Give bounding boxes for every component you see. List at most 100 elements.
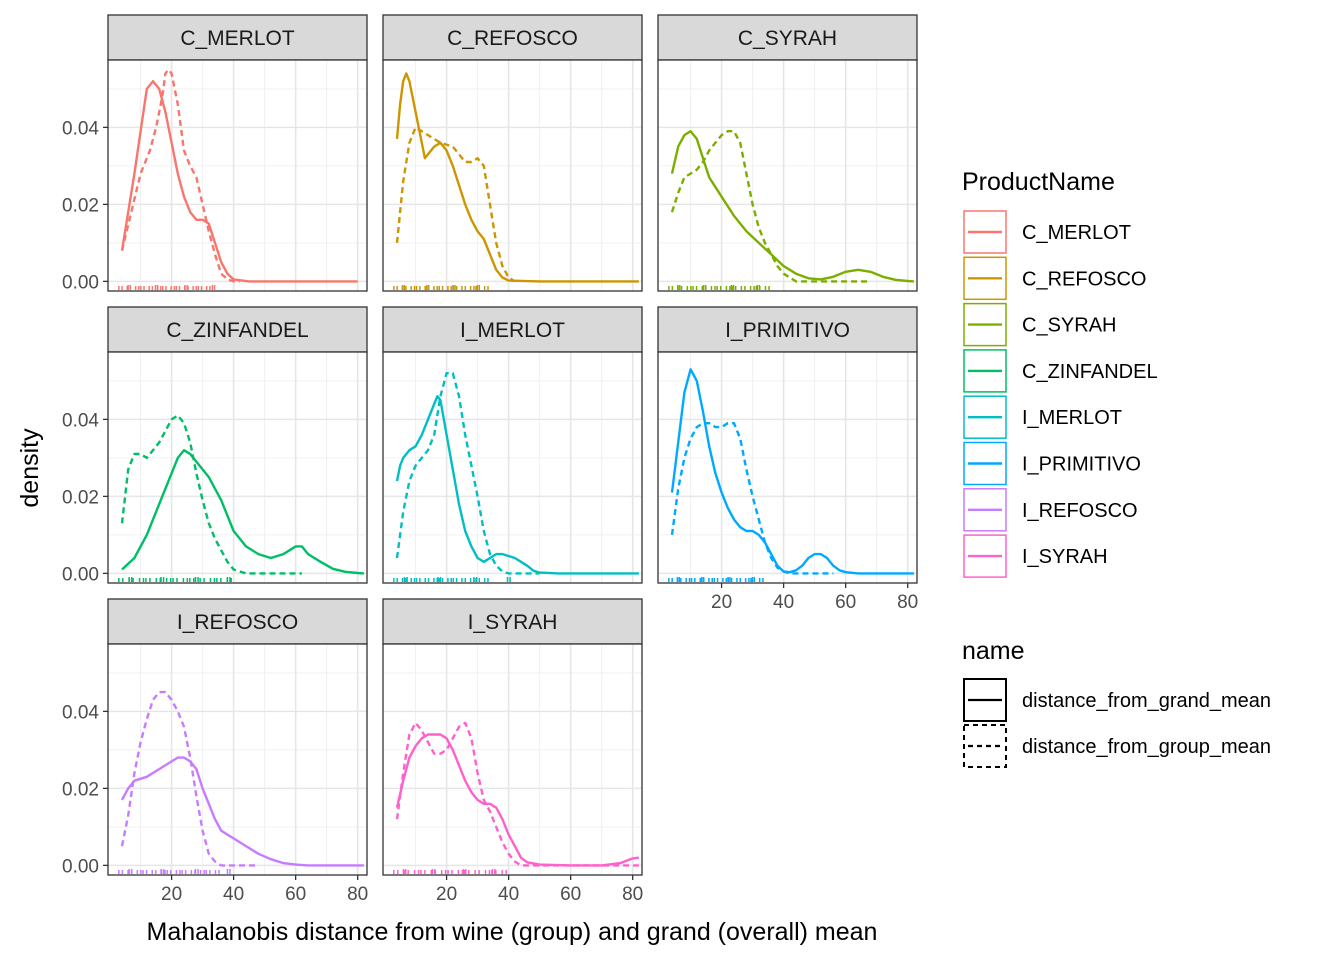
- panel-border: [107, 59, 368, 292]
- x-tick-label: 20: [161, 884, 182, 905]
- x-tick-label: 40: [498, 884, 519, 905]
- legend-title-name: name: [962, 637, 1025, 665]
- y-tick-label: 0.00: [62, 272, 99, 293]
- panel-border: [382, 351, 643, 584]
- legend-item-c-zinfandel: C_ZINFANDEL: [963, 349, 1158, 393]
- panel-i-primitivo: I_PRIMITIVO: [657, 306, 918, 584]
- panel-border: [657, 351, 918, 584]
- panel-border: [382, 643, 643, 876]
- series-line-group-i-refosco: [120, 690, 259, 867]
- series-line-grand-c-syrah: [670, 130, 914, 283]
- legend-item-c-refosco: C_REFOSCO: [963, 256, 1146, 301]
- y-tick-label: 0.00: [62, 856, 99, 877]
- legend-label-i-merlot: I_MERLOT: [1022, 407, 1122, 429]
- rug-i-refosco: [118, 869, 231, 874]
- strip-label-c-syrah: C_SYRAH: [738, 27, 837, 50]
- axes-layer: 0.00 0.02 0.04 0.00 0.02 0.04 20 40 60 80 0.00 0.02…: [62, 118, 918, 905]
- x-tick-label: 60: [560, 884, 581, 905]
- legend-item-c-merlot: C_MERLOT: [963, 210, 1131, 254]
- x-tick-label: 80: [622, 884, 643, 905]
- series-line-group-i-syrah: [395, 721, 639, 867]
- y-tick-label: 0.00: [62, 564, 99, 585]
- panel-c-zinfandel: C_ZINFANDEL: [107, 306, 368, 584]
- legend-label-solid: distance_from_grand_mean: [1022, 690, 1271, 712]
- legend-label-i-refosco: I_REFOSCO: [1022, 500, 1138, 522]
- x-tick-label: 60: [285, 884, 306, 905]
- panel-background: [108, 60, 367, 291]
- panel-background: [108, 352, 367, 583]
- rug-c-merlot: [118, 285, 216, 290]
- strip-label-c-zinfandel: C_ZINFANDEL: [166, 319, 308, 342]
- y-tick-label: 0.04: [62, 702, 99, 723]
- x-tick-label: 40: [773, 592, 794, 613]
- legend-name: name distance_from_grand_mean distance_fr…: [962, 637, 1271, 768]
- x-tick-label: 80: [347, 884, 368, 905]
- legend-item-i-merlot: I_MERLOT: [963, 395, 1122, 439]
- panel-background: [108, 644, 367, 875]
- panel-border: [657, 59, 918, 292]
- x-tick-label: 60: [835, 592, 856, 613]
- strip-label-i-merlot: I_MERLOT: [460, 319, 565, 342]
- y-tick-label: 0.04: [62, 118, 99, 139]
- legend-item-i-syrah: I_SYRAH: [963, 534, 1108, 578]
- panel-c-merlot: C_MERLOT: [107, 14, 368, 292]
- panel-border: [107, 643, 368, 876]
- strip-i-merlot: [382, 306, 643, 353]
- legend-label-i-syrah: I_SYRAH: [1022, 546, 1108, 568]
- series-line-grand-i-refosco: [120, 756, 364, 867]
- strip-label-i-primitivo: I_PRIMITIVO: [725, 319, 850, 342]
- strip-c-zinfandel: [107, 306, 368, 353]
- x-tick-label: 40: [223, 884, 244, 905]
- legend-label-c-syrah: C_SYRAH: [1022, 315, 1116, 337]
- legend-label-c-zinfandel: C_ZINFANDEL: [1022, 361, 1158, 383]
- legend-label-i-primitivo: I_PRIMITIVO: [1022, 454, 1141, 476]
- legend-item-c-syrah: C_SYRAH: [963, 302, 1116, 347]
- panel-i-syrah: I_SYRAH: [382, 598, 643, 876]
- panel-c-refosco: C_REFOSCO: [382, 14, 643, 292]
- panel-background: [383, 352, 642, 583]
- strip-c-syrah: [657, 14, 918, 61]
- legend-item-distance-from-grand-mean: distance_from_grand_mean: [963, 678, 1271, 722]
- color-legend-items: C_MERLOT C_REFOSCO C_SYRAH C_ZINFANDEL I_MER…: [963, 210, 1158, 578]
- strip-label-c-refosco: C_REFOSCO: [447, 27, 578, 50]
- rug-c-syrah: [668, 285, 770, 290]
- legend-productname: ProductName C_MERLOT C_REFOSCO C_SYRAH C_ZI…: [962, 168, 1158, 578]
- strip-label-i-refosco: I_REFOSCO: [177, 611, 298, 634]
- series-line-group-c-zinfandel: [120, 414, 302, 575]
- panel-background: [383, 60, 642, 291]
- series-line-grand-c-zinfandel: [121, 449, 364, 575]
- strip-i-primitivo: [657, 306, 918, 353]
- y-tick-label: 0.02: [62, 195, 99, 216]
- x-tick-label: 80: [897, 592, 918, 613]
- strip-c-refosco: [382, 14, 643, 61]
- strip-label-c-merlot: C_MERLOT: [180, 27, 295, 50]
- x-axis-title: Mahalanobis distance from wine (group) a…: [147, 918, 878, 946]
- legend-item-i-refosco: I_REFOSCO: [963, 488, 1138, 532]
- panel-background: [658, 60, 917, 291]
- panel-i-merlot: I_MERLOT: [382, 306, 643, 584]
- legend-label-c-merlot: C_MERLOT: [1022, 222, 1131, 244]
- strip-label-i-syrah: I_SYRAH: [468, 611, 558, 634]
- rug-i-merlot: [393, 577, 511, 582]
- panels-layer: C_MERLOT C_REFOSCO C_SYRAH C_ZINFANDEL I_MER…: [107, 14, 918, 876]
- series-line-group-i-merlot: [395, 372, 540, 575]
- y-tick-label: 0.02: [62, 779, 99, 800]
- strip-i-refosco: [107, 598, 368, 645]
- rug-c-zinfandel: [118, 577, 232, 582]
- rug-i-primitivo: [668, 577, 764, 582]
- strip-c-merlot: [107, 14, 368, 61]
- panel-background: [383, 644, 642, 875]
- legend-item-distance-from-group-mean: distance_from_group_mean: [963, 724, 1271, 768]
- y-tick-label: 0.02: [62, 487, 99, 508]
- panel-border: [382, 59, 643, 292]
- legend-item-i-primitivo: I_PRIMITIVO: [963, 441, 1141, 486]
- series-line-group-c-syrah: [670, 130, 871, 283]
- rug-c-refosco: [393, 285, 489, 290]
- legend-title-productname: ProductName: [962, 168, 1115, 196]
- rug-i-syrah: [393, 869, 507, 874]
- legend-label-dashed: distance_from_group_mean: [1022, 736, 1271, 758]
- series-line-grand-c-refosco: [395, 72, 639, 283]
- legend-label-c-refosco: C_REFOSCO: [1022, 268, 1146, 290]
- series-line-grand-c-merlot: [120, 80, 358, 283]
